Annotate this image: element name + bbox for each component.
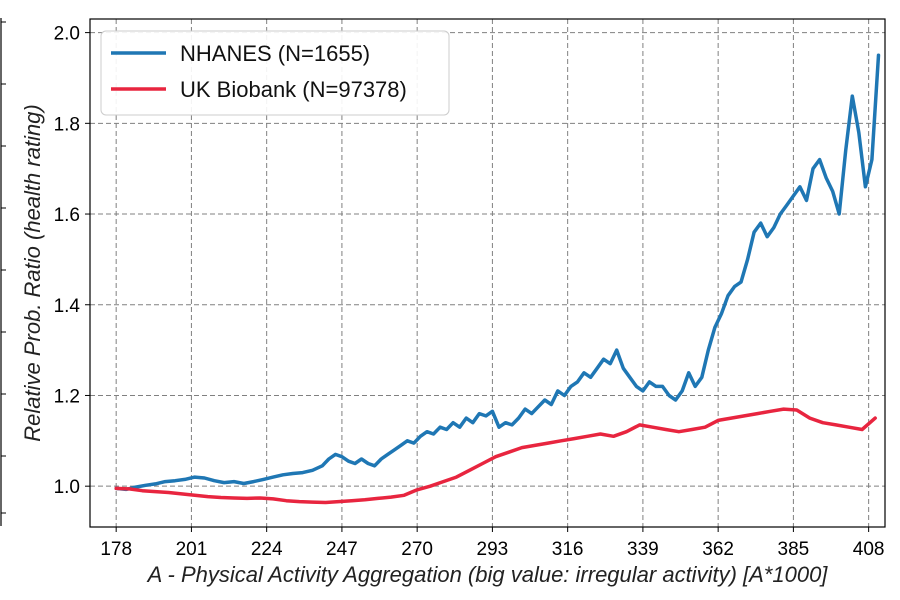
y-axis-label: Relative Prob. Ratio (health rating): [20, 104, 45, 442]
clipped-neighbor-axis: [0, 18, 6, 526]
x-tick-label: 270: [401, 539, 433, 560]
legend-entry: NHANES (N=1655): [180, 41, 370, 66]
y-tick-label: 1.8: [54, 114, 80, 135]
y-tick-label: 1.6: [54, 205, 80, 226]
series-layer: [114, 53, 881, 505]
x-tick-label: 339: [627, 539, 659, 560]
legend: NHANES (N=1655) UK Biobank (N=97378): [100, 30, 450, 116]
axis-ticks: 178 201 224 247 270 293 316 339 362 385 408 1.0 1.2 1…: [54, 24, 885, 560]
series-line-1: [114, 407, 877, 505]
x-tick-label: 316: [552, 539, 584, 560]
x-tick-label: 224: [251, 539, 283, 560]
x-tick-label: 293: [477, 539, 509, 560]
y-tick-label: 2.0: [54, 24, 80, 45]
x-tick-label: 178: [100, 539, 132, 560]
series-line-0: [114, 53, 881, 492]
x-tick-label: 385: [778, 539, 810, 560]
y-tick-label: 1.4: [54, 296, 81, 317]
y-tick-label: 1.2: [54, 386, 80, 407]
x-tick-label: 201: [176, 539, 208, 560]
x-axis-label: A - Physical Activity Aggregation (big v…: [146, 562, 829, 587]
x-tick-label: 408: [853, 539, 885, 560]
plot-frame: [89, 18, 886, 528]
x-tick-label: 362: [702, 539, 734, 560]
legend-box: [100, 30, 450, 116]
legend-entry: UK Biobank (N=97378): [180, 77, 407, 102]
y-tick-label: 1.0: [54, 477, 80, 498]
x-tick-label: 247: [326, 539, 358, 560]
